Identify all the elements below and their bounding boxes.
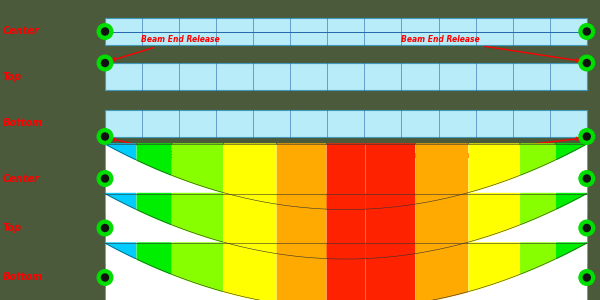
Ellipse shape xyxy=(583,28,590,35)
Text: Top: Top xyxy=(3,223,22,233)
Polygon shape xyxy=(521,144,554,175)
Polygon shape xyxy=(173,144,223,192)
Polygon shape xyxy=(105,194,136,209)
Polygon shape xyxy=(277,144,326,209)
Polygon shape xyxy=(469,243,519,291)
Ellipse shape xyxy=(583,274,590,281)
Polygon shape xyxy=(224,144,276,204)
Polygon shape xyxy=(469,194,519,242)
Polygon shape xyxy=(224,194,276,254)
Polygon shape xyxy=(556,144,587,160)
Ellipse shape xyxy=(97,55,113,71)
Ellipse shape xyxy=(101,28,109,35)
Polygon shape xyxy=(556,243,587,259)
Text: Beam End Release: Beam End Release xyxy=(401,137,580,160)
Ellipse shape xyxy=(97,129,113,144)
Bar xyxy=(105,110,587,136)
Text: Beam End Release: Beam End Release xyxy=(112,35,220,61)
Text: Center: Center xyxy=(3,173,40,184)
Text: Beam End Release: Beam End Release xyxy=(401,35,580,62)
Polygon shape xyxy=(556,194,587,209)
Ellipse shape xyxy=(579,220,595,236)
Polygon shape xyxy=(366,194,415,259)
Polygon shape xyxy=(277,243,326,300)
Ellipse shape xyxy=(583,175,590,182)
Text: Bottom: Bottom xyxy=(3,118,43,128)
Polygon shape xyxy=(416,243,467,300)
Ellipse shape xyxy=(579,129,595,144)
Ellipse shape xyxy=(97,24,113,39)
Polygon shape xyxy=(366,243,415,300)
Polygon shape xyxy=(224,243,276,300)
Polygon shape xyxy=(416,144,467,204)
Polygon shape xyxy=(328,144,364,209)
Polygon shape xyxy=(137,144,171,175)
Text: Top: Top xyxy=(3,71,22,82)
Polygon shape xyxy=(521,243,554,274)
Polygon shape xyxy=(328,194,364,259)
Ellipse shape xyxy=(579,24,595,39)
Text: Beam End Release: Beam End Release xyxy=(112,138,220,160)
Ellipse shape xyxy=(101,133,109,140)
Ellipse shape xyxy=(101,175,109,182)
Bar xyxy=(105,18,587,45)
Bar xyxy=(105,194,587,262)
Ellipse shape xyxy=(97,270,113,285)
Ellipse shape xyxy=(583,59,590,67)
Polygon shape xyxy=(137,243,171,274)
Ellipse shape xyxy=(101,224,109,232)
Ellipse shape xyxy=(579,171,595,186)
Bar xyxy=(105,63,587,90)
Ellipse shape xyxy=(101,59,109,67)
Polygon shape xyxy=(366,144,415,209)
Polygon shape xyxy=(416,194,467,254)
Ellipse shape xyxy=(583,133,590,140)
Polygon shape xyxy=(521,194,554,224)
Ellipse shape xyxy=(97,220,113,236)
Text: Center: Center xyxy=(3,26,40,37)
Bar xyxy=(105,243,587,300)
Polygon shape xyxy=(137,194,171,224)
Polygon shape xyxy=(105,144,136,160)
Ellipse shape xyxy=(101,274,109,281)
Polygon shape xyxy=(173,243,223,291)
Polygon shape xyxy=(277,194,326,259)
Polygon shape xyxy=(328,243,364,300)
Text: Bottom: Bottom xyxy=(3,272,43,283)
Ellipse shape xyxy=(97,171,113,186)
Ellipse shape xyxy=(579,55,595,71)
Ellipse shape xyxy=(579,270,595,285)
Polygon shape xyxy=(105,243,136,259)
Polygon shape xyxy=(173,194,223,242)
Ellipse shape xyxy=(583,224,590,232)
Polygon shape xyxy=(469,144,519,192)
Bar xyxy=(105,144,587,213)
